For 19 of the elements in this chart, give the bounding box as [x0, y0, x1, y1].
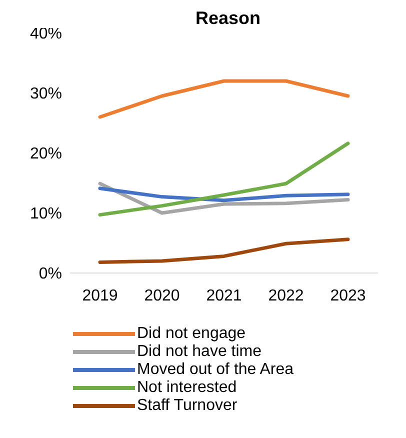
y-tick-label: 10% — [30, 206, 62, 223]
x-tick-label: 2023 — [330, 287, 366, 304]
y-tick-label: 0% — [38, 266, 62, 283]
x-tick-label: 2019 — [82, 287, 118, 304]
x-tick-label: 2020 — [144, 287, 180, 304]
y-tick-label: 20% — [30, 146, 62, 163]
legend-label: Not interested — [137, 379, 237, 397]
legend-label: Moved out of the Area — [137, 361, 294, 379]
line-series — [98, 186, 350, 202]
legend-label: Did not engage — [137, 325, 246, 343]
y-tick-label: 30% — [30, 86, 62, 103]
line-series — [98, 182, 350, 215]
line-series — [98, 238, 350, 264]
x-tick-label: 2021 — [206, 287, 242, 304]
x-tick-label: 2022 — [268, 287, 304, 304]
legend-label: Staff Turnover — [137, 397, 238, 415]
line-series — [98, 142, 350, 217]
legend-label: Did not have time — [137, 343, 262, 361]
chart-title: Reason — [194, 8, 262, 28]
